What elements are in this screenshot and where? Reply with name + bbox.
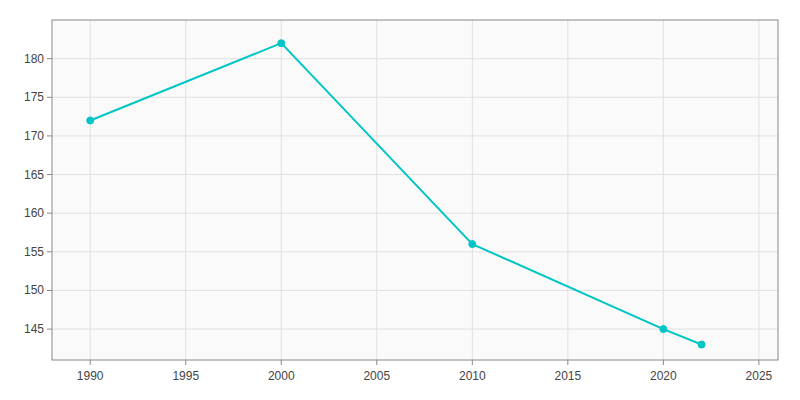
plot-background (52, 20, 778, 360)
y-grid-line (52, 97, 778, 98)
y-grid-line (52, 251, 778, 252)
x-tick (567, 360, 568, 365)
point (698, 341, 705, 348)
x-grid-line (376, 20, 377, 360)
grid (52, 20, 778, 360)
chart-container: 1990 1995 2000 2005 2010 2015 2020 2025 145 150 15… (0, 0, 800, 400)
series (87, 40, 705, 348)
y-tick (47, 213, 52, 214)
x-tick-label: 1995 (172, 369, 199, 383)
y-tick-label: 150 (24, 283, 44, 297)
x-grid-line (567, 20, 568, 360)
y-tick-label: 165 (24, 168, 44, 182)
point (469, 241, 476, 248)
y-tick (47, 251, 52, 252)
y-tick-label: 155 (24, 245, 44, 259)
x-grid-line (472, 20, 473, 360)
line (90, 43, 701, 344)
point (660, 326, 667, 333)
y-tick-label: 170 (24, 129, 44, 143)
x-tick-label: 2020 (650, 369, 677, 383)
x-tick-label: 2010 (459, 369, 486, 383)
y-tick (47, 329, 52, 330)
y-tick-label: 160 (24, 206, 44, 220)
x-tick (663, 360, 664, 365)
y-tick (47, 97, 52, 98)
y-tick-label: 145 (24, 322, 44, 336)
x-tick (281, 360, 282, 365)
y-grid-line (52, 58, 778, 59)
x-tick (90, 360, 91, 365)
y-tick-label: 175 (24, 90, 44, 104)
point (87, 117, 94, 124)
x-tick-label: 2005 (363, 369, 390, 383)
x-tick (376, 360, 377, 365)
x-grid-line (663, 20, 664, 360)
x-grid-line (185, 20, 186, 360)
y-grid-line (52, 174, 778, 175)
y-grid-line (52, 329, 778, 330)
x-tick-label: 2015 (554, 369, 581, 383)
x-grid-line (758, 20, 759, 360)
y-grid-line (52, 213, 778, 214)
y-tick (47, 58, 52, 59)
y-grid-line (52, 135, 778, 136)
chart: 1990 1995 2000 2005 2010 2015 2020 2025 145 150 15… (0, 0, 800, 400)
y-tick (47, 290, 52, 291)
y-tick (47, 135, 52, 136)
x-grid-line (90, 20, 91, 360)
y-tick (47, 174, 52, 175)
y-tick-label: 180 (24, 52, 44, 66)
x-tick (758, 360, 759, 365)
x-grid-line (281, 20, 282, 360)
x-tick-label: 2025 (746, 369, 773, 383)
x-tick (185, 360, 186, 365)
x-tick (472, 360, 473, 365)
x-tick-label: 2000 (268, 369, 295, 383)
plot-frame (52, 20, 778, 360)
y-grid-line (52, 290, 778, 291)
x-tick-label: 1990 (77, 369, 104, 383)
point (278, 40, 285, 47)
